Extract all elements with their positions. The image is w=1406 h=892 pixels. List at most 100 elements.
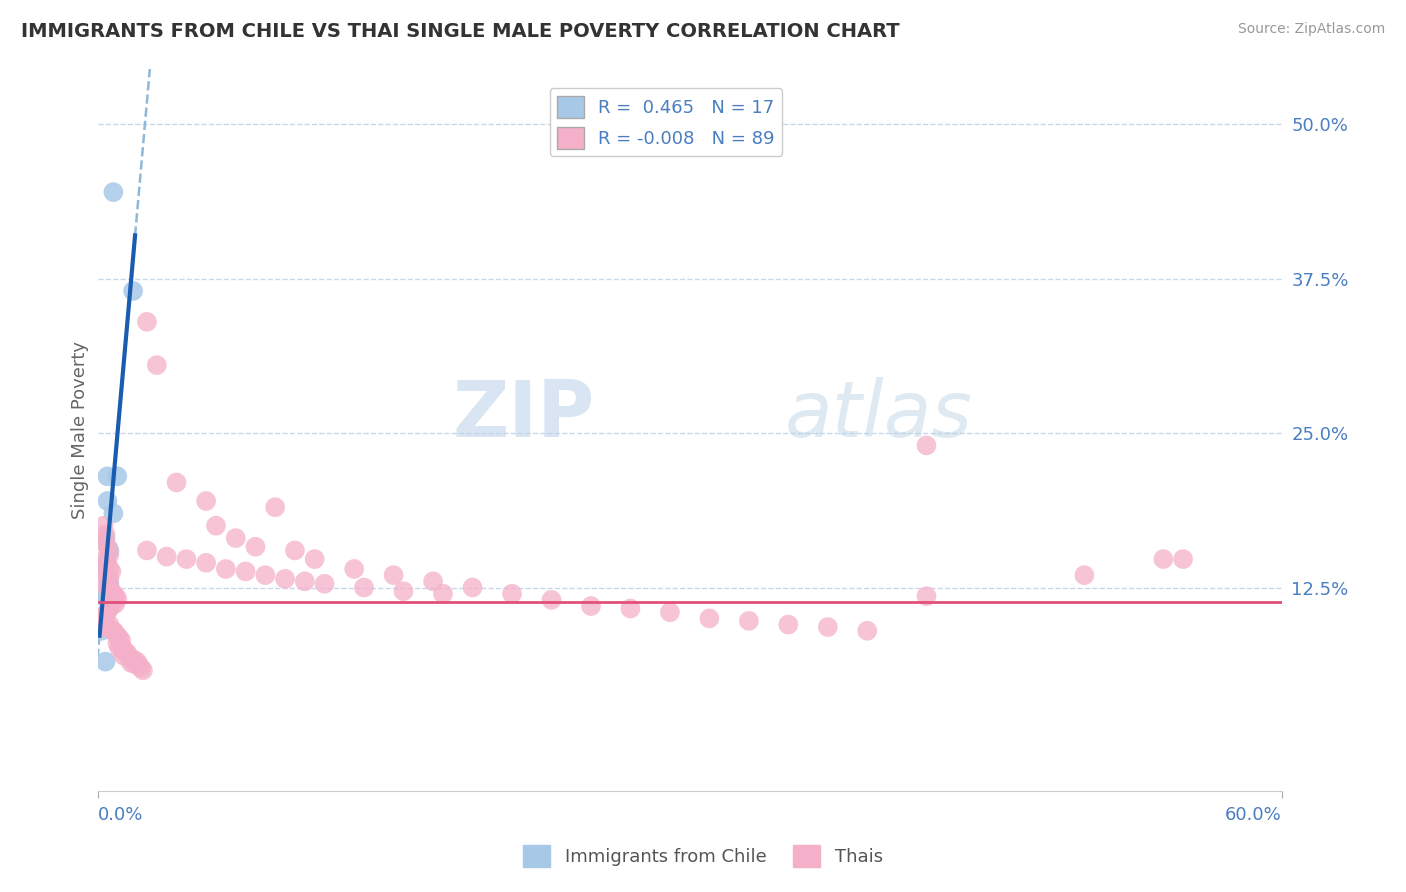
Point	[94, 614, 117, 628]
Point	[215, 562, 238, 576]
Point	[94, 607, 117, 622]
Point	[104, 597, 127, 611]
Point	[817, 620, 839, 634]
Point	[422, 574, 444, 589]
Point	[343, 562, 366, 576]
Point	[96, 572, 118, 586]
Point	[104, 589, 127, 603]
Point	[135, 315, 157, 329]
Point	[856, 624, 879, 638]
Point	[98, 601, 121, 615]
Point	[304, 552, 326, 566]
Point	[461, 581, 484, 595]
Point	[120, 656, 142, 670]
Point	[284, 543, 307, 558]
Point	[264, 500, 287, 515]
Point	[314, 576, 336, 591]
Point	[122, 284, 145, 298]
Point	[1171, 552, 1194, 566]
Point	[110, 639, 132, 653]
Point	[93, 611, 115, 625]
Point	[93, 589, 115, 603]
Point	[353, 581, 375, 595]
Point	[96, 494, 118, 508]
Text: IMMIGRANTS FROM CHILE VS THAI SINGLE MALE POVERTY CORRELATION CHART: IMMIGRANTS FROM CHILE VS THAI SINGLE MAL…	[21, 22, 900, 41]
Point	[98, 572, 121, 586]
Point	[112, 642, 135, 657]
Point	[125, 655, 148, 669]
Point	[915, 589, 938, 603]
Text: ZIP: ZIP	[453, 377, 595, 453]
Point	[135, 543, 157, 558]
Point	[103, 587, 125, 601]
Point	[254, 568, 277, 582]
Point	[100, 565, 122, 579]
Text: 0.0%: 0.0%	[97, 806, 143, 824]
Legend: R =  0.465   N = 17, R = -0.008   N = 89: R = 0.465 N = 17, R = -0.008 N = 89	[550, 88, 782, 156]
Point	[501, 587, 523, 601]
Point	[96, 568, 118, 582]
Point	[205, 518, 228, 533]
Point	[110, 633, 132, 648]
Text: Source: ZipAtlas.com: Source: ZipAtlas.com	[1237, 22, 1385, 37]
Point	[579, 599, 602, 613]
Point	[98, 617, 121, 632]
Point	[98, 543, 121, 558]
Point	[98, 576, 121, 591]
Point	[94, 587, 117, 601]
Legend: Immigrants from Chile, Thais: Immigrants from Chile, Thais	[516, 838, 890, 874]
Point	[118, 651, 141, 665]
Point	[94, 552, 117, 566]
Point	[93, 518, 115, 533]
Point	[103, 592, 125, 607]
Point	[1152, 552, 1174, 566]
Point	[128, 658, 150, 673]
Point	[100, 584, 122, 599]
Point	[274, 572, 297, 586]
Point	[94, 655, 117, 669]
Point	[94, 531, 117, 545]
Point	[1073, 568, 1095, 582]
Point	[94, 556, 117, 570]
Point	[699, 611, 721, 625]
Point	[115, 646, 138, 660]
Point	[235, 565, 257, 579]
Point	[105, 591, 128, 606]
Point	[658, 605, 681, 619]
Point	[195, 494, 218, 508]
Point	[738, 614, 761, 628]
Point	[540, 592, 562, 607]
Point	[156, 549, 179, 564]
Point	[90, 624, 112, 638]
Point	[146, 358, 169, 372]
Point	[103, 507, 125, 521]
Point	[96, 540, 118, 554]
Point	[93, 565, 115, 579]
Point	[96, 556, 118, 570]
Point	[94, 576, 117, 591]
Point	[103, 624, 125, 638]
Point	[114, 645, 136, 659]
Point	[93, 611, 115, 625]
Point	[245, 540, 267, 554]
Point	[132, 663, 155, 677]
Point	[100, 599, 122, 613]
Point	[96, 621, 118, 635]
Point	[778, 617, 800, 632]
Point	[166, 475, 188, 490]
Point	[129, 661, 152, 675]
Point	[94, 527, 117, 541]
Text: atlas: atlas	[785, 377, 973, 453]
Point	[124, 657, 146, 672]
Point	[176, 552, 198, 566]
Point	[112, 648, 135, 663]
Point	[96, 581, 118, 595]
Point	[93, 534, 115, 549]
Point	[108, 631, 131, 645]
Point	[104, 626, 127, 640]
Text: 60.0%: 60.0%	[1225, 806, 1282, 824]
Point	[105, 469, 128, 483]
Point	[108, 641, 131, 656]
Point	[96, 604, 118, 618]
Point	[619, 601, 641, 615]
